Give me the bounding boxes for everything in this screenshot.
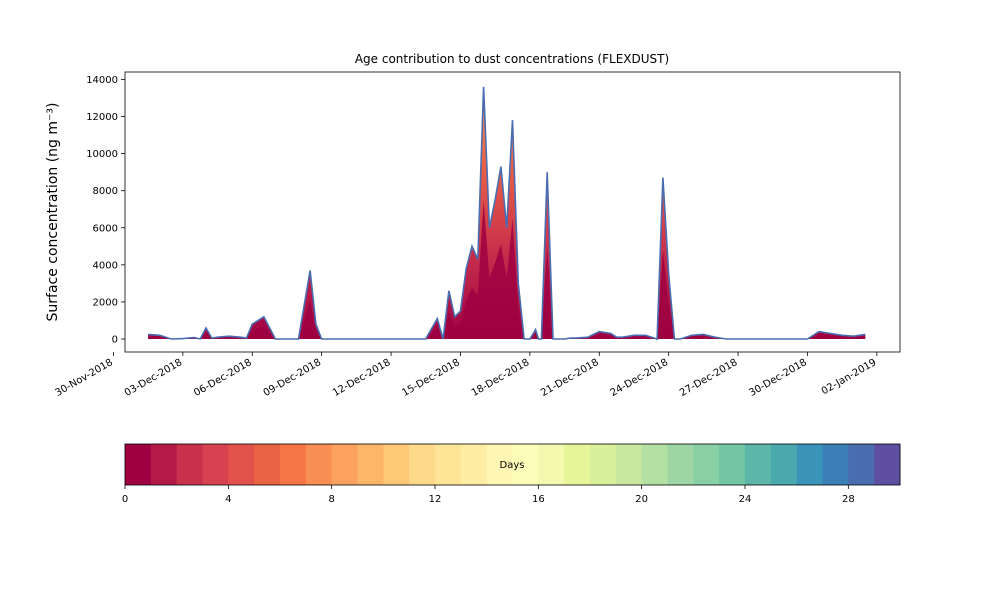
x-tick-label: 02-Jan-2019 [820,357,879,397]
colorbar-swatch [383,444,410,485]
colorbar-swatch [538,444,565,485]
colorbar-tick-label: 28 [842,494,855,505]
colorbar-swatch [305,444,333,485]
x-tick-label: 18-Dec-2018 [470,357,532,399]
colorbar-swatch [512,444,539,485]
colorbar-tick-label: 0 [122,494,128,505]
colorbar-swatch [331,444,358,485]
y-axis: 0 2000 4000 6000 8000 10000 12000 14000 [86,75,125,346]
colorbar-tick-label: 24 [739,494,752,505]
x-axis: 30-Nov-2018 03-Dec-2018 06-Dec-2018 09-Dec-… [53,352,878,399]
x-tick-label: 15-Dec-2018 [400,357,462,399]
colorbar-swatch [254,444,281,485]
plot-frame [124,71,901,353]
y-tick-label: 8000 [93,186,118,197]
y-tick-label: 0 [112,335,118,346]
x-tick-label: 27-Dec-2018 [678,357,740,399]
colorbar-swatch [822,444,849,485]
series-0-area [148,200,866,339]
colorbar-tick-label: 12 [429,494,442,505]
colorbar-swatch [615,444,643,485]
series-outline [148,86,866,341]
y-axis-label: Surface concentration (ng m⁻³) [45,103,61,322]
colorbar-swatch [150,444,178,485]
x-tick-label: 21-Dec-2018 [539,357,601,399]
x-tick-label: 06-Dec-2018 [192,357,254,399]
colorbar-swatch [641,444,668,485]
x-tick-label: 24-Dec-2018 [609,357,671,399]
x-tick-label: 30-Dec-2018 [747,357,809,399]
colorbar-swatch [228,444,255,485]
colorbar-label: Days [500,460,525,471]
colorbar-swatch [435,444,462,485]
colorbar-swatch [202,444,229,485]
colorbar-tick-label: 16 [532,494,545,505]
y-tick-label: 12000 [86,112,118,123]
colorbar-swatch [486,444,513,485]
y-tick-label: 10000 [86,149,118,160]
x-tick-label: 09-Dec-2018 [262,357,324,399]
x-tick-label: 12-Dec-2018 [331,357,393,399]
colorbar-swatch [770,444,798,485]
colorbar-swatch [719,444,746,485]
y-tick-label: 2000 [93,297,118,308]
colorbar-swatch [564,444,591,485]
colorbar-swatch [874,444,901,485]
colorbar-swatch [460,444,488,485]
plot-area [124,71,901,353]
colorbar-swatch [280,444,307,485]
colorbar-swatch [796,444,823,485]
x-tick-label: 30-Nov-2018 [53,357,114,399]
colorbar-swatch [590,444,617,485]
colorbar-swatch [693,444,720,485]
colorbar-tick-label: 20 [635,494,648,505]
colorbar-swatch [125,444,152,485]
colorbar-swatch [357,444,384,485]
colorbar: 0 4 8 12 16 20 24 28 [122,443,901,505]
colorbar-tick-label: 8 [328,494,334,505]
y-tick-label: 6000 [93,223,118,234]
colorbar-swatch [745,444,772,485]
colorbar-swatch [667,444,694,485]
chart-title: Age contribution to dust concentrations … [355,52,669,66]
y-tick-label: 4000 [93,260,118,271]
colorbar-frame [124,443,901,486]
colorbar-swatch [848,444,875,485]
colorbar-tick-label: 4 [225,494,231,505]
y-tick-label: 14000 [86,75,118,86]
colorbar-swatch [176,444,203,485]
x-tick-label: 03-Dec-2018 [123,357,185,399]
colorbar-swatch [409,444,436,485]
